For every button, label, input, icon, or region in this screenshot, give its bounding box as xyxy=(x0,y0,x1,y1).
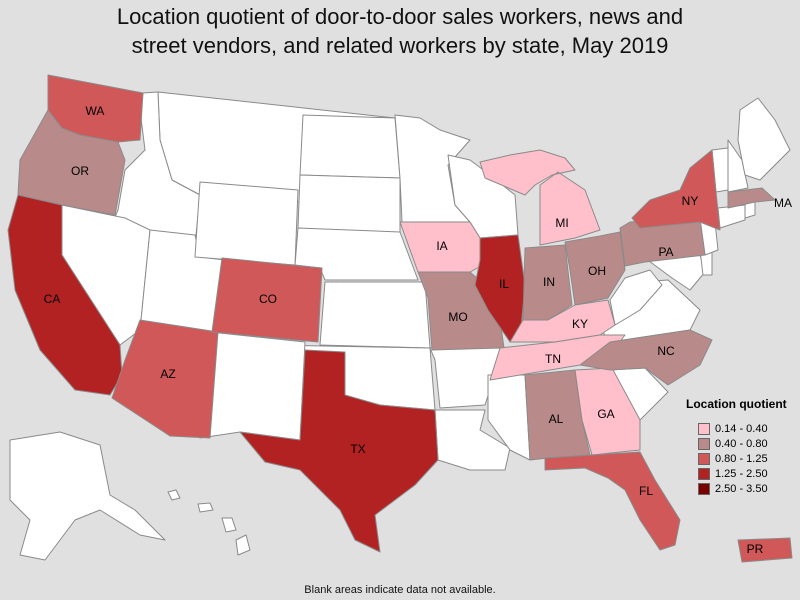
state-ca[interactable] xyxy=(7,194,123,396)
label-ky: KY xyxy=(572,317,588,331)
label-fl: FL xyxy=(639,484,653,498)
label-wa: WA xyxy=(86,104,105,118)
state-la[interactable] xyxy=(434,409,511,471)
state-in[interactable] xyxy=(522,244,573,321)
legend-item: 0.80 - 1.25 xyxy=(686,451,796,466)
state-ct[interactable] xyxy=(717,204,746,229)
legend-swatch xyxy=(698,452,710,465)
label-or: OR xyxy=(71,164,89,178)
legend-swatch xyxy=(698,422,710,435)
label-oh: OH xyxy=(588,264,606,278)
label-in: IN xyxy=(543,275,555,289)
label-pr: PR xyxy=(747,542,764,556)
legend-item: 1.25 - 2.50 xyxy=(686,466,796,481)
label-il: IL xyxy=(499,277,509,291)
state-hi[interactable] xyxy=(167,489,251,556)
legend-item: 0.40 - 0.80 xyxy=(686,436,796,451)
title-line-2: street vendors, and related workers by s… xyxy=(131,33,669,58)
state-or[interactable] xyxy=(17,109,126,216)
legend-label: 0.40 - 0.80 xyxy=(715,437,768,450)
state-nc[interactable] xyxy=(579,329,713,386)
label-co: CO xyxy=(259,292,277,306)
label-ia: IA xyxy=(436,239,447,253)
state-nh[interactable] xyxy=(727,139,749,193)
map-title: Location quotient of door-to-door sales … xyxy=(0,2,800,60)
label-ny: NY xyxy=(682,194,699,208)
state-co[interactable] xyxy=(211,257,323,343)
label-az: AZ xyxy=(160,367,175,381)
state-me[interactable] xyxy=(737,97,791,181)
label-al: AL xyxy=(549,412,564,426)
label-tn: TN xyxy=(545,352,561,366)
state-tx[interactable] xyxy=(239,349,439,553)
label-mo: MO xyxy=(448,310,467,324)
state-ny[interactable] xyxy=(631,149,721,231)
state-pa[interactable] xyxy=(619,217,706,267)
state-mn[interactable] xyxy=(394,114,471,223)
data-states xyxy=(7,74,793,563)
blank-states xyxy=(9,91,791,561)
state-oh[interactable] xyxy=(564,231,626,306)
label-ma: MA xyxy=(774,196,792,210)
state-ks[interactable] xyxy=(319,281,431,349)
legend-swatch xyxy=(698,482,710,495)
legend-label: 0.80 - 1.25 xyxy=(715,452,768,465)
state-fl[interactable] xyxy=(544,451,681,551)
state-pr[interactable] xyxy=(737,537,793,563)
label-ca: CA xyxy=(44,292,61,306)
legend: Location quotient 0.14 - 0.40 0.40 - 0.8… xyxy=(686,397,796,496)
legend-label: 0.14 - 0.40 xyxy=(715,422,768,435)
legend-item: 2.50 - 3.50 xyxy=(686,481,796,496)
label-mi: MI xyxy=(555,216,568,230)
state-wy[interactable] xyxy=(194,181,299,266)
title-line-1: Location quotient of door-to-door sales … xyxy=(116,4,684,29)
label-nc: NC xyxy=(657,344,675,358)
legend-swatch xyxy=(698,467,710,480)
state-mi[interactable] xyxy=(479,149,601,246)
label-tx: TX xyxy=(350,442,365,456)
state-ak[interactable] xyxy=(9,431,166,561)
legend-swatch xyxy=(698,437,710,450)
legend-label: 1.25 - 2.50 xyxy=(715,467,768,480)
label-ga: GA xyxy=(597,407,614,421)
state-ma[interactable] xyxy=(727,187,776,209)
legend-title: Location quotient xyxy=(686,397,787,411)
legend-item: 0.14 - 0.40 xyxy=(686,421,796,436)
legend-label: 2.50 - 3.50 xyxy=(715,482,768,495)
state-labels: WA OR CA AZ CO TX IA MO IL IN OH MI KY T… xyxy=(44,104,792,556)
state-nd[interactable] xyxy=(299,114,401,179)
footnote: Blank areas indicate data not available. xyxy=(304,584,496,596)
label-pa: PA xyxy=(658,245,673,259)
